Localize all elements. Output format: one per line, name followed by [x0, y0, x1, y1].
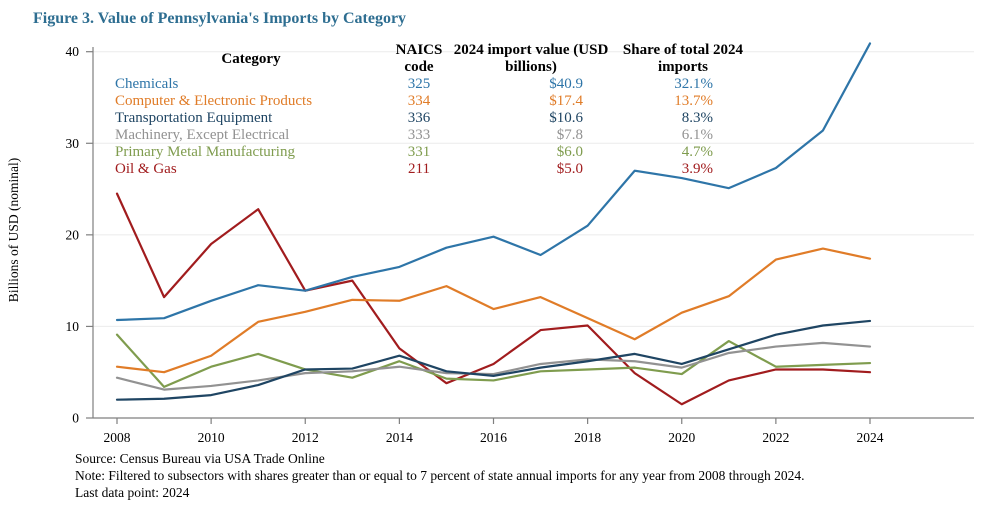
legend-naics-code: 325 — [407, 76, 431, 92]
legend-import-value: $5.0 — [556, 161, 583, 177]
legend-share: 3.9% — [681, 161, 713, 177]
figure-title: Figure 3. Value of Pennsylvania's Import… — [33, 10, 407, 27]
x-tick-label: 2016 — [480, 430, 507, 445]
series-line-computer-electronic-products — [115, 247, 872, 374]
series-line-machinery-except-electrical — [115, 341, 872, 391]
legend-row-oil-gas: Oil & Gas 211 $5.0 3.9% — [115, 161, 755, 178]
legend-naics-code: 211 — [408, 161, 430, 177]
last-data-point-note: Last data point: 2024 — [75, 485, 190, 500]
legend-import-value: $7.8 — [556, 127, 583, 143]
legend-naics-code: 331 — [407, 144, 431, 160]
legend-row-computer-electronic: Computer & Electronic Products 334 $17.4… — [115, 93, 755, 110]
legend-category-label: Machinery, Except Electrical — [115, 127, 290, 143]
legend-naics-code: 336 — [407, 110, 431, 126]
legend-import-value: $17.4 — [549, 93, 583, 109]
footer-notes: Source: Census Bureau via USA Trade Onli… — [75, 450, 805, 501]
legend-category-label: Oil & Gas — [115, 161, 177, 177]
series-line-chemicals — [115, 42, 872, 322]
y-tick-label: 20 — [66, 227, 80, 242]
legend-share: 32.1% — [674, 76, 713, 92]
y-tick-label: 30 — [66, 136, 80, 151]
legend-category-label: Primary Metal Manufacturing — [115, 144, 295, 160]
y-tick-label: 40 — [66, 44, 80, 59]
legend-naics-code: 333 — [407, 127, 431, 143]
legend-share: 8.3% — [681, 110, 713, 126]
series-line-primary-metal-manufacturing — [115, 333, 872, 388]
legend-table-header-row: Category NAICS code 2024 import value (U… — [115, 42, 755, 76]
legend-table: Category NAICS code 2024 import value (U… — [115, 42, 755, 178]
legend-category-label: Computer & Electronic Products — [115, 93, 313, 109]
legend-row-transportation: Transportation Equipment 336 $10.6 8.3% — [115, 110, 755, 127]
x-tick-label: 2010 — [198, 430, 225, 445]
series-line-oil-gas — [115, 192, 872, 406]
y-axis-label: Billions of USD (nominal) — [6, 157, 21, 303]
legend-table-body: Chemicals 325 $40.9 32.1% Computer & Ele… — [115, 76, 755, 178]
legend-import-value: $40.9 — [549, 76, 583, 92]
legend-row-primary-metal: Primary Metal Manufacturing 331 $6.0 4.7… — [115, 144, 755, 161]
x-tick-label: 2014 — [386, 430, 413, 445]
legend-header-category: Category — [221, 50, 281, 67]
y-tick-label: 10 — [66, 319, 80, 334]
legend-category-label: Chemicals — [115, 76, 179, 92]
legend-share: 6.1% — [681, 127, 713, 143]
legend-share: 4.7% — [681, 144, 713, 160]
legend-row-chemicals: Chemicals 325 $40.9 32.1% — [115, 76, 755, 93]
x-tick-label: 2022 — [762, 430, 789, 445]
legend-header-naics: NAICS code — [395, 42, 443, 75]
x-tick-label: 2024 — [857, 430, 884, 445]
legend-import-value: $6.0 — [556, 144, 583, 160]
legend-header-value: 2024 import value (USD billions) — [453, 42, 609, 75]
legend-row-machinery: Machinery, Except Electrical 333 $7.8 6.… — [115, 127, 755, 144]
y-tick-label: 0 — [72, 411, 79, 426]
x-tick-label: 2008 — [104, 430, 131, 445]
filter-note: Note: Filtered to subsectors with shares… — [75, 468, 805, 483]
x-tick-label: 2018 — [574, 430, 601, 445]
legend-naics-code: 334 — [407, 93, 431, 109]
legend-import-value: $10.6 — [549, 110, 583, 126]
x-tick-label: 2020 — [668, 430, 695, 445]
legend-header-share: Share of total 2024 imports — [622, 42, 744, 75]
legend-share: 13.7% — [674, 93, 713, 109]
x-tick-label: 2012 — [292, 430, 319, 445]
source-note: Source: Census Bureau via USA Trade Onli… — [75, 451, 325, 466]
series-line-transportation-equipment — [115, 319, 872, 401]
legend-category-label: Transportation Equipment — [115, 110, 273, 126]
